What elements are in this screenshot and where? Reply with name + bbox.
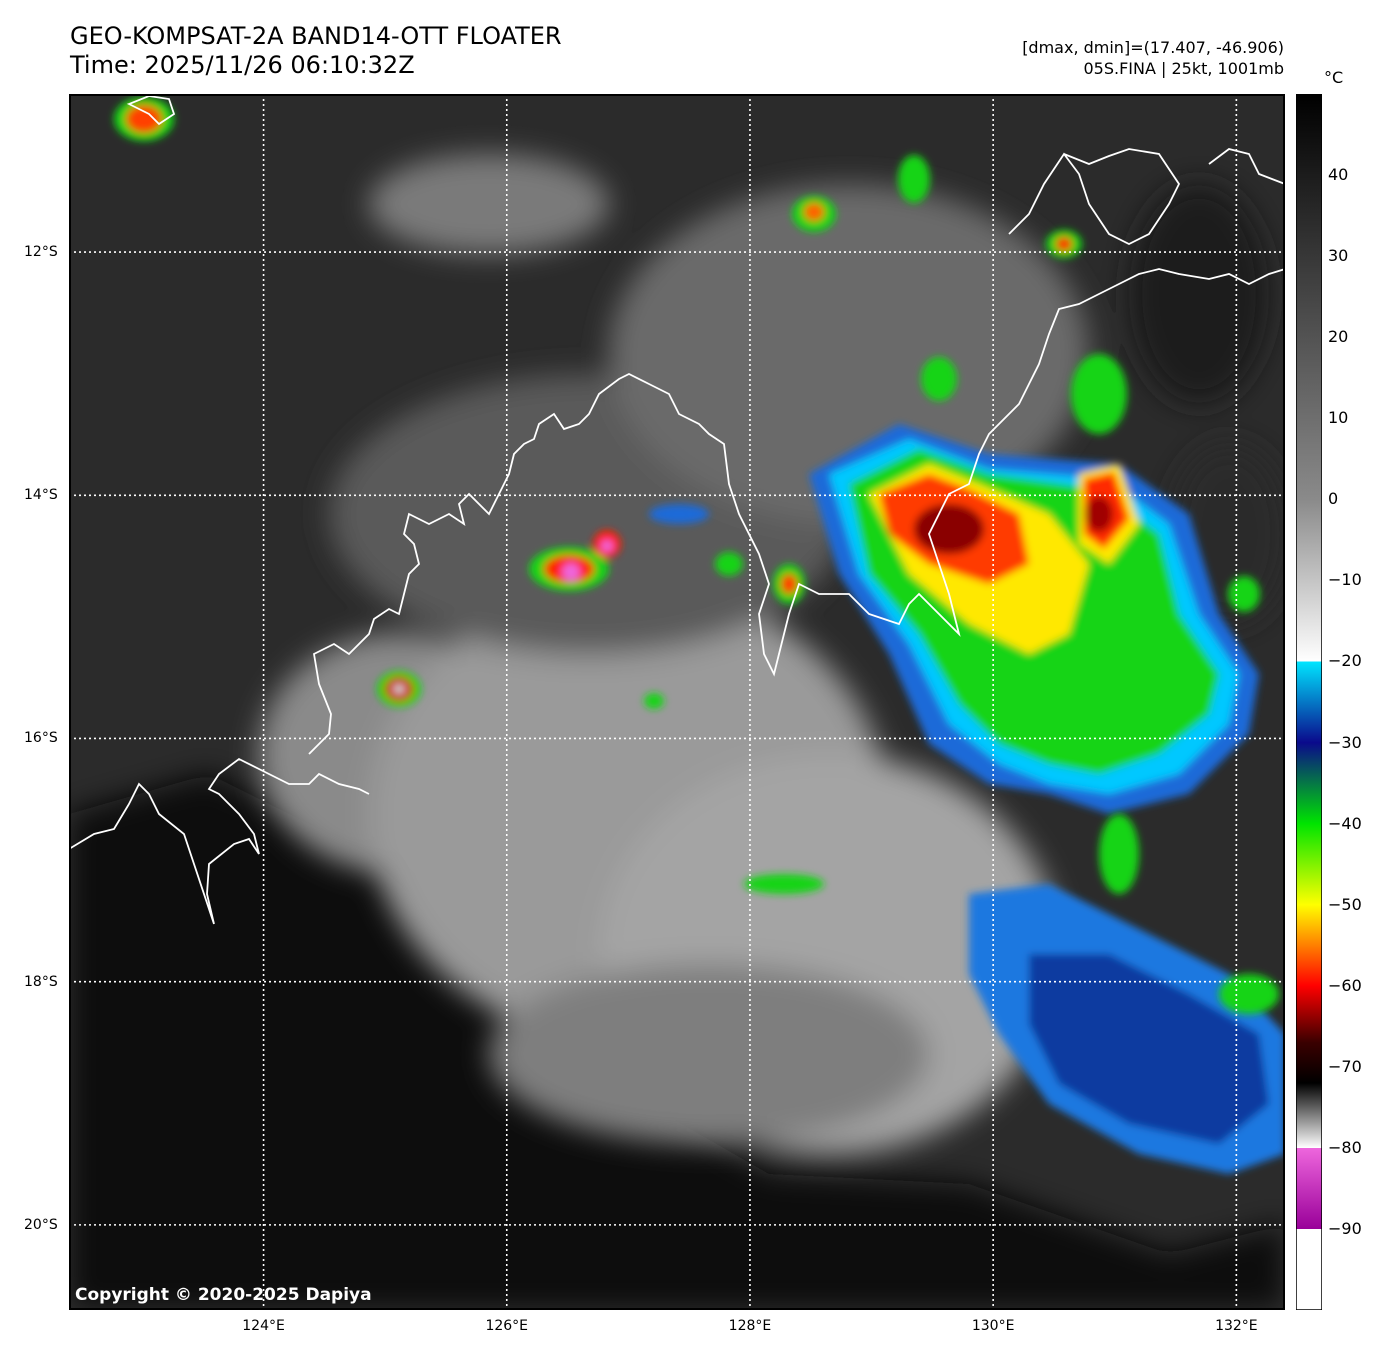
storm-info: 05S.FINA | 25kt, 1001mb [1083, 59, 1284, 78]
colorbar-tick-label: 20 [1328, 327, 1349, 347]
latitude-label: 18°S [24, 973, 58, 990]
dmax-dmin-readout: [dmax, dmin]=(17.407, -46.906) [1022, 38, 1284, 57]
longitude-label: 128°E [728, 1318, 772, 1334]
longitude-label: 132°E [1215, 1318, 1258, 1334]
colorbar-tick-label: −80 [1328, 1137, 1362, 1157]
copyright-text: Copyright © 2020-2025 Dapiya [75, 1285, 372, 1305]
latitude-label: 20°S [24, 1216, 58, 1233]
chart-title: GEO-KOMPSAT-2A BAND14-OTT FLOATER [70, 22, 562, 50]
latitude-label: 16°S [24, 730, 58, 747]
latitude-label: 12°S [24, 244, 58, 261]
colorbar-tick-label: 0 [1328, 489, 1339, 509]
colorbar-tick-label: −40 [1328, 813, 1362, 833]
satellite-map[interactable]: Copyright © 2020-2025 Dapiya [69, 94, 1285, 1310]
colorbar-tick-label: −20 [1328, 651, 1362, 671]
colorbar-tick-label: −10 [1328, 570, 1362, 590]
colorbar-tick-label: 10 [1328, 408, 1349, 428]
longitude-label: 130°E [971, 1318, 1015, 1334]
colorbar-tick-label: −30 [1328, 732, 1362, 752]
cloud-field [259, 154, 1285, 1154]
colorbar-tick-label: −70 [1328, 1056, 1362, 1076]
convective-cells [114, 97, 1279, 1014]
colorbar-tick-label: −50 [1328, 894, 1362, 914]
cold-cloud-tops [809, 424, 1285, 1174]
longitude-label: 126°E [485, 1318, 529, 1334]
longitude-label: 124°E [242, 1318, 285, 1334]
colorbar-tick-label: 30 [1328, 246, 1349, 266]
colorbar-tick-label: −90 [1328, 1218, 1362, 1238]
colorbar-unit: °C [1324, 68, 1344, 87]
map-frame [69, 94, 1285, 1310]
latitude-label: 14°S [24, 487, 58, 504]
clear-sky-region [69, 774, 1285, 1310]
colorbar [1296, 94, 1322, 1310]
timestamp: Time: 2025/11/26 06:10:32Z [70, 51, 415, 79]
coastline [69, 95, 1285, 925]
colorbar-tick-label: −60 [1328, 975, 1362, 995]
colorbar-tick-label: 40 [1328, 165, 1349, 185]
